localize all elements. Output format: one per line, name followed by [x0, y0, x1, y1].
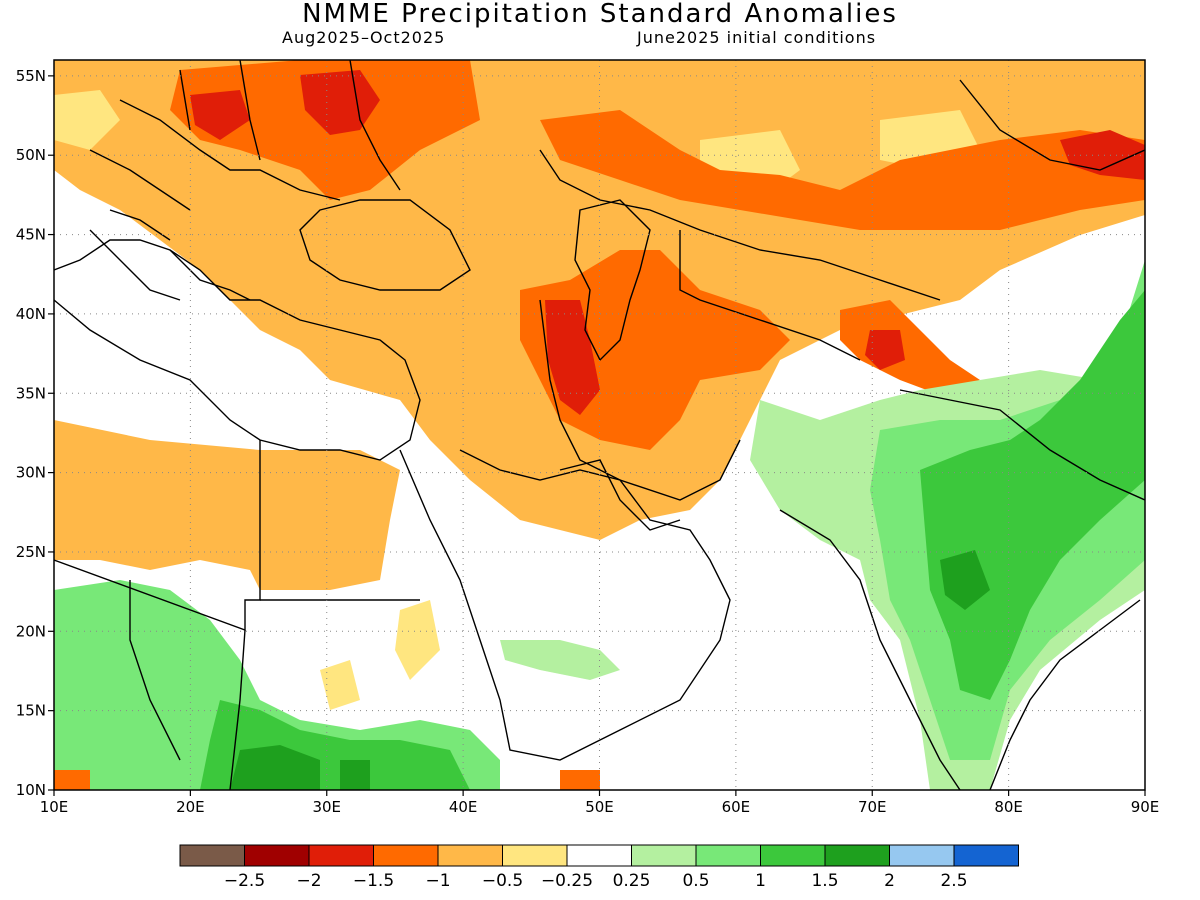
dry-spot-yemen — [560, 770, 600, 790]
dry-spot-west-africa — [54, 770, 90, 790]
dry-peak-east-china — [1060, 130, 1145, 180]
europe-borders — [89, 60, 401, 211]
dry-core-kazakhstan — [540, 110, 1145, 230]
colorbar-swatch — [244, 844, 310, 867]
colorbar-swatch — [566, 844, 632, 867]
country-outlines — [54, 60, 1145, 790]
lon-tick-label: 10E — [40, 798, 69, 816]
longitude-ticks: 10E 20E 30E 40E 50E 60E 70E 80E 90E — [40, 790, 1160, 816]
colorbar-label: −1.5 — [353, 871, 394, 891]
italy-balkans — [89, 209, 251, 301]
dry-peak-himalaya — [865, 330, 905, 370]
colorbar-swatch — [695, 844, 761, 867]
colorbar-label: 1.5 — [811, 871, 838, 891]
colorbar-swatch — [889, 844, 955, 867]
colorbar-swatch — [373, 844, 439, 867]
colorbar-swatch — [502, 844, 568, 867]
wet-peak-india — [940, 550, 990, 610]
lat-tick-label: 10N — [16, 781, 46, 799]
lon-tick-label: 90E — [1131, 798, 1160, 816]
central-asia-border-1 — [539, 149, 941, 301]
lon-tick-label: 50E — [585, 798, 614, 816]
colorbar-swatch — [631, 844, 697, 867]
lon-tick-label: 70E — [858, 798, 887, 816]
lon-tick-label: 30E — [312, 798, 341, 816]
colorbar-label: 0.5 — [682, 871, 709, 891]
period-label: Aug2025–Oct2025 — [282, 28, 446, 47]
lon-tick-label: 60E — [722, 798, 751, 816]
africa-border-3 — [129, 580, 181, 761]
lat-tick-label: 25N — [16, 543, 46, 561]
colorbar-label: −0.25 — [541, 871, 593, 891]
lat-tick-label: 20N — [16, 622, 46, 640]
arabian-coast — [399, 449, 731, 761]
wet-peak-sudan — [230, 745, 370, 790]
colorbar-label: −2 — [296, 871, 321, 891]
dry-peak-europe-west — [190, 90, 250, 140]
lat-tick-label: 15N — [16, 702, 46, 720]
dry-core-afghanistan — [840, 300, 980, 395]
india-coast — [779, 509, 961, 790]
lat-tick-label: 45N — [16, 226, 46, 244]
mediterranean-coast — [54, 239, 421, 461]
wet-light-arabia — [500, 640, 620, 680]
caspian-coast — [574, 199, 651, 362]
lat-tick-label: 55N — [16, 67, 46, 85]
lat-tick-label: 30N — [16, 464, 46, 482]
india-east-coast — [989, 599, 1141, 790]
colorbar-label: 2 — [884, 871, 895, 891]
colorbar-label: −0.5 — [482, 871, 523, 891]
black-sea-coast — [299, 199, 471, 291]
china-mongolia-border — [959, 79, 1145, 171]
central-asia-border-2 — [679, 230, 861, 361]
colorbar-swatch — [760, 844, 826, 867]
colorbar-swatch — [179, 844, 245, 867]
colorbar-label: −2.5 — [224, 871, 265, 891]
colorbar-swatch — [953, 844, 1019, 867]
himalaya-border — [899, 389, 1145, 501]
africa-border-4 — [229, 629, 246, 790]
lon-tick-label: 80E — [994, 798, 1023, 816]
colorbar-label: −1 — [425, 871, 450, 891]
wet-field-sudan — [54, 580, 500, 790]
colorbar-label: 2.5 — [940, 871, 967, 891]
lat-tick-label: 40N — [16, 305, 46, 323]
colorbar-labels: −2.5 −2 −1.5 −1 −0.5 −0.25 0.25 0.5 1 1.5 2 2.5 — [224, 871, 968, 891]
dry-field-north-africa — [54, 420, 400, 590]
colorbar-label: 1 — [755, 871, 766, 891]
dry-spots-sahel — [320, 600, 440, 710]
lon-tick-label: 40E — [449, 798, 478, 816]
lat-tick-label: 35N — [16, 384, 46, 402]
chart-title: NMME Precipitation Standard Anomalies — [302, 0, 898, 29]
iran-border — [539, 299, 741, 501]
latitude-ticks: 55N 50N 45N 40N 35N 30N 25N 20N 15N 10N — [16, 67, 54, 799]
africa-border-1 — [54, 440, 261, 632]
colorbar-swatch — [308, 844, 374, 867]
colorbar-swatch — [824, 844, 890, 867]
anomaly-fields — [54, 60, 1145, 790]
lat-tick-label: 50N — [16, 146, 46, 164]
colorbar-swatch — [437, 844, 503, 867]
dry-peak-iran — [545, 300, 600, 415]
lon-tick-label: 20E — [176, 798, 205, 816]
colorbar-label: 0.25 — [613, 871, 651, 891]
initial-conditions-label: June2025 initial conditions — [637, 28, 877, 47]
colorbar — [179, 844, 1019, 867]
